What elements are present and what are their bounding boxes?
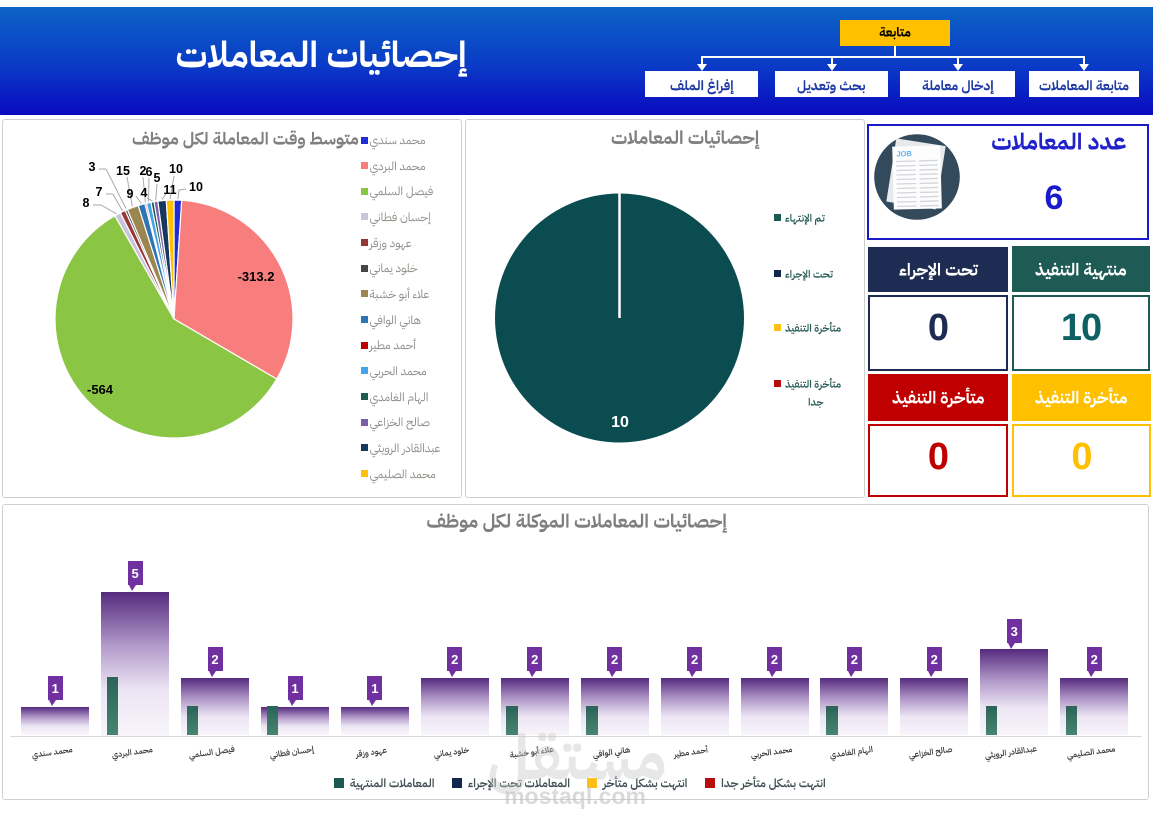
svg-text:JOB: JOB bbox=[896, 149, 912, 158]
